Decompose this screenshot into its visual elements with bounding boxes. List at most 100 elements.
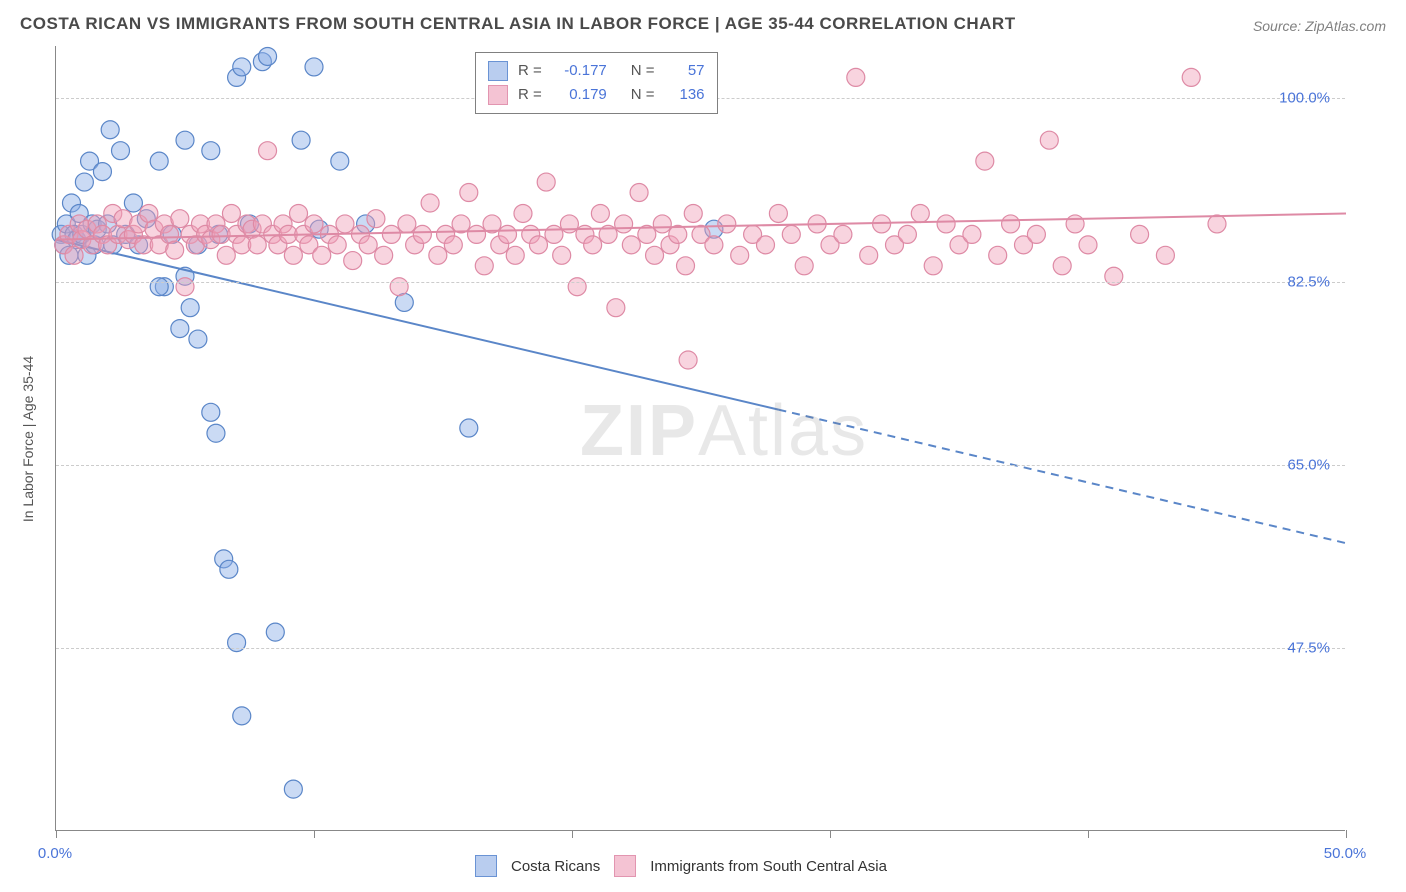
data-point — [375, 246, 393, 264]
data-point — [847, 68, 865, 86]
data-point — [757, 236, 775, 254]
legend-n-value: 136 — [665, 83, 705, 107]
x-tick — [572, 830, 573, 838]
data-point — [222, 204, 240, 222]
legend-n-label: N = — [631, 59, 655, 83]
data-point — [1156, 246, 1174, 264]
data-point — [615, 215, 633, 233]
data-point — [1066, 215, 1084, 233]
data-point — [284, 246, 302, 264]
data-point — [292, 131, 310, 149]
legend-swatch — [488, 85, 508, 105]
chart-svg — [56, 46, 1345, 830]
data-point — [112, 142, 130, 160]
legend-r-label: R = — [518, 83, 542, 107]
data-point — [259, 142, 277, 160]
data-point — [924, 257, 942, 275]
source-label: Source: ZipAtlas.com — [1253, 18, 1386, 34]
x-tick — [56, 830, 57, 838]
data-point — [150, 278, 168, 296]
data-point — [731, 246, 749, 264]
x-tick-label: 0.0% — [38, 845, 72, 862]
trend-line-dashed — [778, 410, 1346, 544]
data-point — [313, 246, 331, 264]
data-point — [444, 236, 462, 254]
data-point — [506, 246, 524, 264]
data-point — [413, 225, 431, 243]
data-point — [705, 236, 723, 254]
data-point — [795, 257, 813, 275]
x-tick — [1088, 830, 1089, 838]
data-point — [834, 225, 852, 243]
data-point — [684, 204, 702, 222]
data-point — [217, 246, 235, 264]
data-point — [248, 236, 266, 254]
data-point — [769, 204, 787, 222]
data-point — [328, 236, 346, 254]
data-point — [718, 215, 736, 233]
data-point — [189, 330, 207, 348]
data-point — [202, 142, 220, 160]
data-point — [101, 121, 119, 139]
legend-swatch — [614, 855, 636, 877]
legend-stat-row: R =0.179N =136 — [488, 83, 705, 107]
data-point — [171, 210, 189, 228]
data-point — [475, 257, 493, 275]
data-point — [1002, 215, 1020, 233]
data-point — [677, 257, 695, 275]
data-point — [545, 225, 563, 243]
data-point — [989, 246, 1007, 264]
data-point — [568, 278, 586, 296]
data-point — [171, 320, 189, 338]
data-point — [1040, 131, 1058, 149]
data-point — [336, 215, 354, 233]
data-point — [233, 707, 251, 725]
data-point — [963, 225, 981, 243]
data-point — [898, 225, 916, 243]
data-point — [344, 252, 362, 270]
data-point — [937, 215, 955, 233]
data-point — [911, 204, 929, 222]
legend-n-value: 57 — [665, 59, 705, 83]
data-point — [452, 215, 470, 233]
legend-r-value: -0.177 — [552, 59, 607, 83]
y-tick-label: 100.0% — [1279, 90, 1330, 107]
data-point — [468, 225, 486, 243]
data-point — [630, 184, 648, 202]
x-tick — [830, 830, 831, 838]
data-point — [529, 236, 547, 254]
chart-title: COSTA RICAN VS IMMIGRANTS FROM SOUTH CEN… — [20, 14, 1016, 34]
data-point — [390, 278, 408, 296]
y-tick-label: 65.0% — [1287, 456, 1330, 473]
y-tick-label: 47.5% — [1287, 639, 1330, 656]
data-point — [429, 246, 447, 264]
data-point — [398, 215, 416, 233]
data-point — [290, 204, 308, 222]
data-point — [331, 152, 349, 170]
data-point — [1208, 215, 1226, 233]
legend-n-label: N = — [631, 83, 655, 107]
data-point — [584, 236, 602, 254]
data-point — [553, 246, 571, 264]
data-point — [124, 194, 142, 212]
data-point — [266, 623, 284, 641]
data-point — [622, 236, 640, 254]
data-point — [782, 225, 800, 243]
gridline — [56, 465, 1345, 466]
data-point — [1079, 236, 1097, 254]
data-point — [259, 47, 277, 65]
data-point — [607, 299, 625, 317]
data-point — [1182, 68, 1200, 86]
data-point — [284, 780, 302, 798]
data-point — [537, 173, 555, 191]
data-point — [93, 163, 111, 181]
legend-swatch — [488, 61, 508, 81]
legend-stat-row: R =-0.177N =57 — [488, 59, 705, 83]
plot-area: 47.5%65.0%82.5%100.0% — [55, 46, 1345, 831]
data-point — [181, 299, 199, 317]
data-point — [202, 403, 220, 421]
data-point — [591, 204, 609, 222]
data-point — [233, 58, 251, 76]
data-point — [421, 194, 439, 212]
legend-correlation-box: R =-0.177N =57R =0.179N =136 — [475, 52, 718, 114]
